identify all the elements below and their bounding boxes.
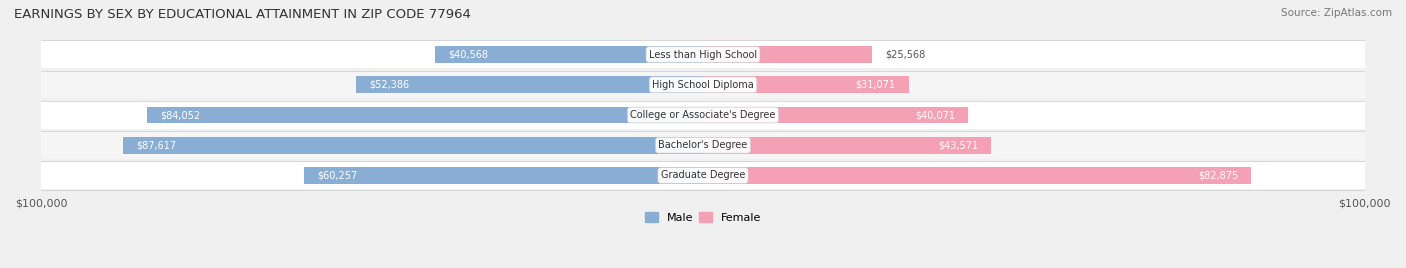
Bar (41, 132, 1365, 159)
Bar (356, 76, 703, 93)
Bar (41, 101, 1365, 129)
Bar (703, 76, 908, 93)
Bar (304, 167, 703, 184)
Text: Source: ZipAtlas.com: Source: ZipAtlas.com (1281, 8, 1392, 18)
Bar (703, 167, 1251, 184)
Text: $82,875: $82,875 (1198, 170, 1239, 180)
Text: High School Diploma: High School Diploma (652, 80, 754, 90)
Text: Graduate Degree: Graduate Degree (661, 170, 745, 180)
Bar (703, 107, 969, 123)
Text: $40,568: $40,568 (447, 50, 488, 59)
Text: $40,071: $40,071 (915, 110, 955, 120)
Legend: Male, Female: Male, Female (640, 208, 766, 227)
Bar (41, 41, 1365, 68)
Text: College or Associate's Degree: College or Associate's Degree (630, 110, 776, 120)
Text: $84,052: $84,052 (160, 110, 200, 120)
Text: $87,617: $87,617 (136, 140, 177, 150)
Bar (41, 71, 1365, 98)
Text: Less than High School: Less than High School (650, 50, 756, 59)
Text: $60,257: $60,257 (318, 170, 357, 180)
Bar (434, 46, 703, 63)
Text: Bachelor's Degree: Bachelor's Degree (658, 140, 748, 150)
Bar (146, 107, 703, 123)
Bar (124, 137, 703, 154)
Bar (703, 46, 872, 63)
Text: $43,571: $43,571 (938, 140, 979, 150)
Bar (41, 162, 1365, 189)
Text: EARNINGS BY SEX BY EDUCATIONAL ATTAINMENT IN ZIP CODE 77964: EARNINGS BY SEX BY EDUCATIONAL ATTAINMEN… (14, 8, 471, 21)
Bar (703, 137, 991, 154)
Text: $52,386: $52,386 (370, 80, 409, 90)
Text: $31,071: $31,071 (855, 80, 896, 90)
Text: $25,568: $25,568 (886, 50, 925, 59)
